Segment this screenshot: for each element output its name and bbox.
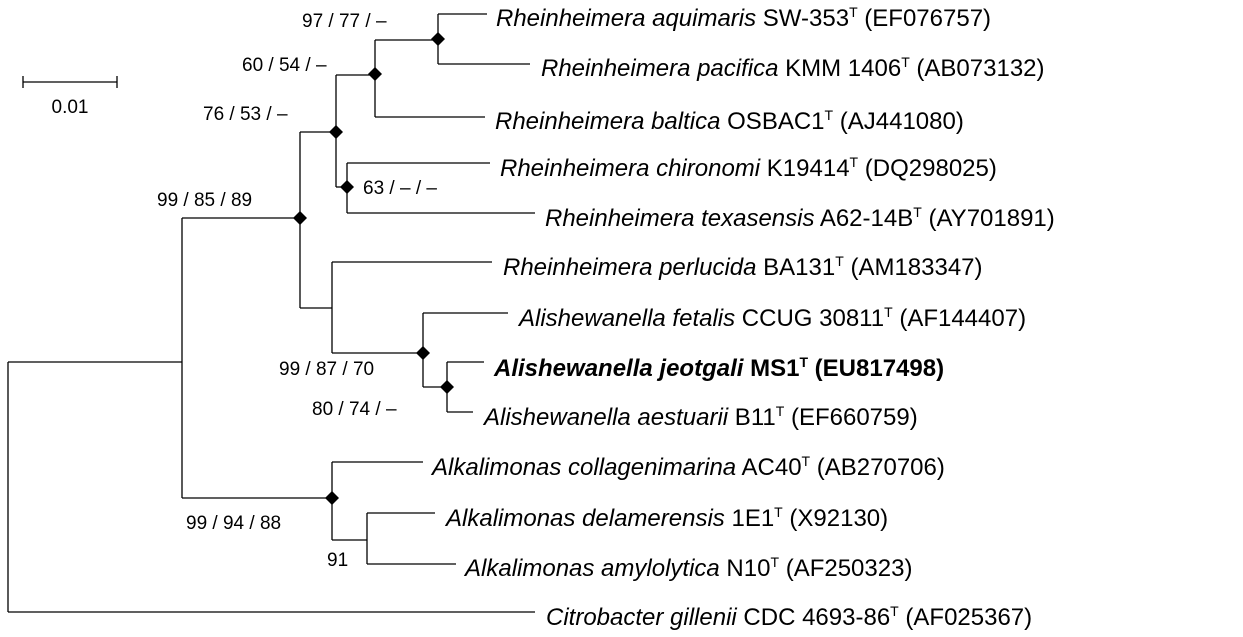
type-strain-mark: T [774, 504, 783, 520]
taxon-label: Rheinheimera baltica OSBAC1T (AJ441080) [495, 107, 964, 135]
node-marker [431, 32, 445, 46]
taxon-name: Rheinheimera perlucida [503, 254, 756, 281]
taxon-accession: (AY701891) [922, 205, 1055, 232]
taxon-label: Rheinheimera texasensis A62-14BT (AY7018… [545, 204, 1055, 232]
taxon-accession: (DQ298025) [858, 155, 997, 182]
support-value: 60 / 54 / – [242, 55, 327, 76]
taxon-strain: A62-14B [814, 205, 913, 232]
taxon-accession: (AM183347) [844, 254, 983, 281]
taxon-name: Alishewanella fetalis [517, 305, 735, 332]
type-strain-mark: T [890, 603, 899, 619]
node-marker [368, 67, 382, 81]
taxon-strain: K19414 [760, 155, 849, 182]
type-strain-mark: T [901, 54, 910, 70]
type-strain-mark: T [770, 554, 779, 570]
scale-bar-label: 0.01 [52, 97, 89, 118]
node-marker [329, 125, 343, 139]
taxon-strain: B11 [728, 404, 776, 431]
taxon-label: Rheinheimera chironomi K19414T (DQ298025… [500, 154, 997, 182]
support-value: 97 / 77 / – [302, 11, 387, 32]
taxon-accession: (EF076757) [858, 5, 991, 32]
taxon-accession: (AF025367) [899, 604, 1032, 631]
taxon-accession: (EU817498) [808, 355, 944, 382]
taxon-name: Alishewanella aestuarii [482, 404, 729, 431]
taxon-label: Rheinheimera pacifica KMM 1406T (AB07313… [541, 54, 1045, 82]
taxon-accession: (AB270706) [810, 454, 945, 481]
type-strain-mark: T [913, 204, 922, 220]
taxon-label: Alishewanella jeotgali MS1T (EU817498) [493, 354, 944, 382]
taxon-name: Rheinheimera pacifica [541, 55, 778, 82]
type-strain-mark: T [799, 354, 808, 370]
node-markers [293, 32, 454, 505]
node-marker [440, 380, 454, 394]
taxon-name: Rheinheimera texasensis [545, 205, 814, 232]
taxon-name: Alkalimonas collagenimarina [430, 454, 736, 481]
support-value: 80 / 74 / – [312, 399, 397, 420]
support-values: 97 / 77 / – 60 / 54 / – 76 / 53 / – 63 /… [157, 11, 437, 571]
taxon-accession: (EF660759) [784, 404, 917, 431]
support-value: 99 / 87 / 70 [279, 359, 374, 380]
taxon-name: Rheinheimera chironomi [500, 155, 761, 182]
taxon-accession: (AF250323) [779, 555, 912, 582]
taxon-name: Rheinheimera aquimaris [496, 5, 756, 32]
support-value: 63 / – / – [363, 178, 437, 199]
taxon-label: Alkalimonas delamerensis 1E1T (X92130) [444, 504, 888, 532]
taxon-strain: N10 [720, 555, 771, 582]
type-strain-mark: T [835, 253, 844, 269]
node-marker [416, 346, 430, 360]
taxon-strain: BA131 [756, 254, 835, 281]
support-value: 99 / 85 / 89 [157, 190, 252, 211]
taxon-strain: AC40 [736, 454, 801, 481]
taxon-label: Citrobacter gillenii CDC 4693-86T (AF025… [546, 603, 1032, 631]
taxon-strain: CCUG 30811 [735, 305, 884, 332]
type-strain-mark: T [776, 403, 785, 419]
taxon-strain: CDC 4693-86 [737, 604, 890, 631]
support-value: 99 / 94 / 88 [186, 513, 281, 534]
taxon-label: Alishewanella fetalis CCUG 30811T (AF144… [517, 304, 1026, 332]
taxon-strain: 1E1 [725, 505, 774, 532]
type-strain-mark: T [802, 453, 811, 469]
taxon-label: Alkalimonas collagenimarina AC40T (AB270… [430, 453, 945, 481]
taxon-strain: MS1 [743, 355, 799, 382]
support-value: 76 / 53 / – [203, 104, 288, 125]
node-marker [293, 211, 307, 225]
taxon-label: Alkalimonas amylolytica N10T (AF250323) [463, 554, 912, 582]
taxon-label: Rheinheimera aquimaris SW-353T (EF076757… [496, 4, 991, 32]
taxon-strain: SW-353 [756, 5, 849, 32]
taxon-strain: OSBAC1 [720, 108, 824, 135]
taxon-accession: (X92130) [783, 505, 888, 532]
taxon-name: Alkalimonas delamerensis [444, 505, 725, 532]
scale-bar: 0.01 [22, 76, 118, 118]
taxon-name: Rheinheimera baltica [495, 108, 720, 135]
type-strain-mark: T [884, 304, 893, 320]
type-strain-mark: T [850, 154, 859, 170]
taxon-accession: (AB073132) [910, 55, 1045, 82]
taxon-label: Rheinheimera perlucida BA131T (AM183347) [503, 253, 983, 281]
taxon-label: Alishewanella aestuarii B11T (EF660759) [482, 403, 918, 431]
taxon-strain: KMM 1406 [778, 55, 901, 82]
type-strain-mark: T [825, 107, 834, 123]
type-strain-mark: T [849, 4, 858, 20]
taxon-labels: Rheinheimera aquimaris SW-353T (EF076757… [430, 4, 1055, 631]
support-value: 91 [327, 550, 348, 571]
taxon-name: Alkalimonas amylolytica [463, 555, 720, 582]
taxon-name: Alishewanella jeotgali [493, 355, 745, 382]
taxon-accession: (AF144407) [893, 305, 1026, 332]
node-marker [325, 491, 339, 505]
node-marker [340, 180, 354, 194]
taxon-name: Citrobacter gillenii [546, 604, 737, 631]
taxon-accession: (AJ441080) [833, 108, 964, 135]
